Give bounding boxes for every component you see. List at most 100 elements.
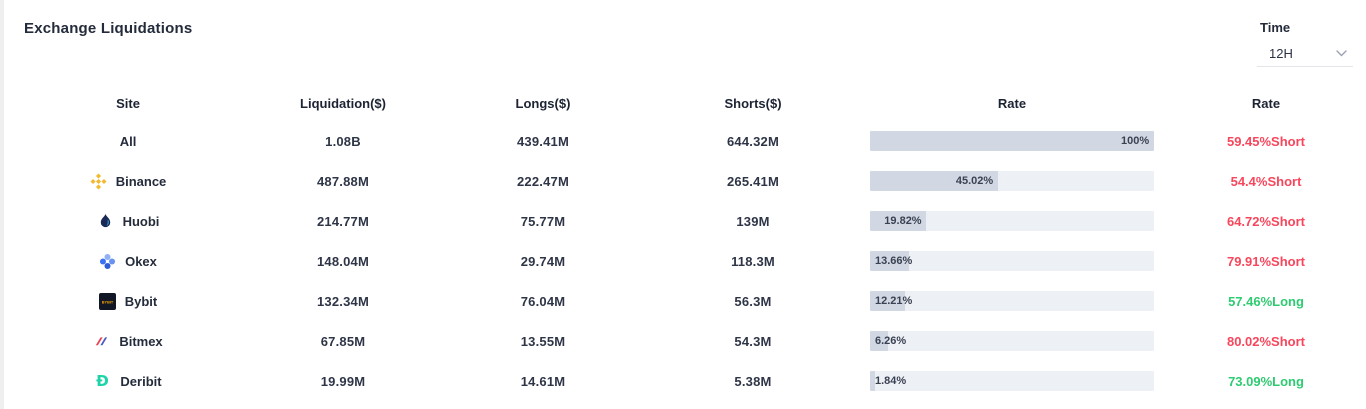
rate-bar: 19.82% <box>870 211 1154 231</box>
longs-value: 13.55M <box>520 333 566 349</box>
svg-text:Đ: Đ <box>97 373 110 390</box>
rate-value: 64.72%Short <box>1226 213 1306 229</box>
shorts-value: 139M <box>736 213 770 229</box>
rate-bar-fill <box>870 331 888 351</box>
table-body: All 1.08B 439.41M 644.32M 100% 59.45%Sho… <box>8 121 1366 401</box>
table-row: Binance 487.88M 222.47M 265.41M 45.02% 5… <box>8 161 1366 201</box>
rate-bar-label: 12.21% <box>875 295 913 307</box>
rate-bar-cell: 100% <box>858 131 1166 151</box>
site-cell[interactable]: Bitmex <box>8 333 248 350</box>
binance-icon <box>90 172 107 190</box>
site-cell[interactable]: Huobi <box>8 213 248 230</box>
rate-bar-label: 1.84% <box>875 375 907 387</box>
rate-value: 54.4%Short <box>1230 173 1302 189</box>
site-cell[interactable]: Binance <box>8 172 248 190</box>
table-row: BYBIT Bybit 132.34M 76.04M 56.3M 12.21% … <box>8 281 1366 321</box>
table-row: Đ Deribit 19.99M 14.61M 5.38M 1.84% 73.0… <box>8 361 1366 401</box>
liquidation-value: 19.99M <box>320 373 366 389</box>
rate-bar: 45.02% <box>870 171 1154 191</box>
site-name: Okex <box>125 253 157 269</box>
site-name: Bitmex <box>119 333 163 349</box>
site-cell[interactable]: Đ Deribit <box>8 373 248 390</box>
rate-bar: 6.26% <box>870 331 1154 351</box>
table-row: Huobi 214.77M 75.77M 139M 19.82% 64.72%S… <box>8 201 1366 241</box>
bybit-icon: BYBIT <box>98 292 116 310</box>
header-liquidation: Liquidation($) <box>300 95 386 111</box>
page-title: Exchange Liquidations <box>24 20 193 37</box>
shorts-value: 56.3M <box>734 293 772 309</box>
shorts-value: 5.38M <box>734 373 772 389</box>
table-header-row: Site Liquidation($) Longs($) Shorts($) R… <box>8 85 1366 121</box>
table-row: Bitmex 67.85M 13.55M 54.3M 6.26% 80.02%S… <box>8 321 1366 361</box>
header-longs: Longs($) <box>515 95 571 111</box>
rate-bar-cell: 19.82% <box>858 211 1166 231</box>
site-name: Huobi <box>122 213 160 229</box>
rate-bar-cell: 12.21% <box>858 291 1166 311</box>
liquidation-value: 214.77M <box>317 213 369 229</box>
rate-value: 57.46%Long <box>1228 293 1304 309</box>
deribit-icon: Đ <box>94 373 111 390</box>
longs-value: 75.77M <box>520 213 566 229</box>
liquidations-table: Site Liquidation($) Longs($) Shorts($) R… <box>8 85 1366 401</box>
liquidation-value: 132.34M <box>317 293 369 309</box>
header-rate-bar: Rate <box>997 95 1027 111</box>
rate-bar-label: 45.02% <box>955 175 994 187</box>
table-row: All 1.08B 439.41M 644.32M 100% 59.45%Sho… <box>8 121 1366 161</box>
rate-bar-fill <box>870 251 909 271</box>
header-site: Site <box>116 95 140 111</box>
site-cell[interactable]: BYBIT Bybit <box>8 292 248 310</box>
rate-bar-label: 100% <box>1121 135 1150 147</box>
time-range-select[interactable]: 12H <box>1257 41 1353 67</box>
rate-bar-fill <box>870 171 998 191</box>
rate-bar-label: 19.82% <box>884 215 922 227</box>
rate-bar-label: 6.26% <box>875 335 907 347</box>
site-name: Deribit <box>120 373 162 389</box>
shorts-value: 118.3M <box>731 253 775 269</box>
rate-bar-fill <box>870 371 876 391</box>
header-rate: Rate <box>1251 95 1281 111</box>
rate-value: 73.09%Long <box>1228 373 1304 389</box>
rate-bar: 12.21% <box>870 291 1154 311</box>
svg-text:BYBIT: BYBIT <box>102 300 114 304</box>
rate-bar-fill <box>870 211 927 231</box>
rate-bar-label: 13.66% <box>875 255 913 267</box>
rate-bar-cell: 1.84% <box>858 371 1166 391</box>
rate-bar-fill <box>870 291 905 311</box>
header-shorts: Shorts($) <box>724 95 782 111</box>
chevron-down-icon[interactable] <box>1336 50 1347 57</box>
rate-bar-fill <box>870 131 1154 151</box>
liquidation-value: 487.88M <box>317 173 369 189</box>
liquidation-value: 1.08B <box>325 133 361 149</box>
okex-icon <box>99 253 116 270</box>
rate-value: 59.45%Short <box>1226 133 1306 149</box>
liquidation-value: 148.04M <box>317 253 369 269</box>
table-row: Okex 148.04M 29.74M 118.3M 13.66% 79.91%… <box>8 241 1366 281</box>
rate-bar-cell: 13.66% <box>858 251 1166 271</box>
time-filter: Time 12H <box>1257 20 1353 67</box>
longs-value: 222.47M <box>517 173 569 189</box>
exchange-liquidations-card: Exchange Liquidations Time 12H Site Liqu… <box>4 0 1366 409</box>
longs-value: 14.61M <box>520 373 566 389</box>
shorts-value: 54.3M <box>734 333 772 349</box>
longs-value: 439.41M <box>517 133 569 149</box>
huobi-icon <box>97 213 114 230</box>
rate-bar-cell: 6.26% <box>858 331 1166 351</box>
rate-bar: 1.84% <box>870 371 1154 391</box>
site-name: Binance <box>115 173 167 189</box>
rate-value: 79.91%Short <box>1226 253 1306 269</box>
rate-bar-cell: 45.02% <box>858 171 1166 191</box>
rate-value: 80.02%Short <box>1226 333 1306 349</box>
site-cell[interactable]: All <box>8 134 248 149</box>
site-cell[interactable]: Okex <box>8 253 248 270</box>
site-name: All <box>119 133 137 149</box>
rate-bar: 100% <box>870 131 1154 151</box>
page-edge <box>0 0 4 409</box>
shorts-value: 644.32M <box>727 133 779 149</box>
shorts-value: 265.41M <box>727 173 779 189</box>
liquidation-value: 67.85M <box>320 333 366 349</box>
longs-value: 76.04M <box>520 293 566 309</box>
time-range-value: 12H <box>1269 46 1293 61</box>
time-filter-label: Time <box>1260 20 1291 35</box>
rate-bar: 13.66% <box>870 251 1154 271</box>
site-name: Bybit <box>124 293 158 309</box>
